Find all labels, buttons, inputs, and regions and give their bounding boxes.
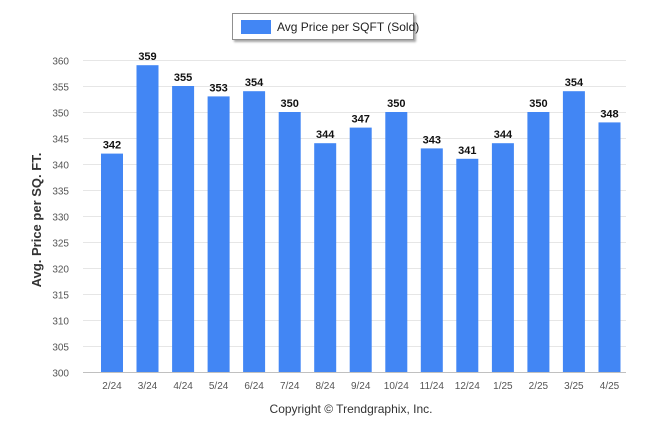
x-tick-label: 8/24	[315, 381, 335, 392]
data-label: 342	[103, 140, 121, 152]
x-tick-label: 10/24	[384, 381, 409, 392]
data-label: 355	[174, 72, 192, 84]
y-tick-label: 350	[52, 109, 69, 120]
bar	[349, 127, 372, 372]
y-tick-label: 360	[52, 57, 69, 68]
x-tick-label: 11/24	[420, 381, 445, 392]
y-tick-label: 325	[52, 239, 69, 250]
data-label: 353	[209, 82, 227, 94]
y-tick-label: 330	[52, 213, 69, 224]
y-tick-label: 300	[52, 369, 69, 380]
x-axis-ticks: 2/24 3/24 4/24 5/24 6/24 7/24 8/24 9/24 10/24 11/…	[102, 381, 619, 392]
x-tick-label: 2/24	[102, 381, 122, 392]
data-label: 344	[494, 129, 513, 141]
bar	[527, 112, 550, 372]
y-tick-label: 335	[52, 187, 69, 198]
data-label: 354	[245, 77, 264, 89]
bar	[101, 153, 123, 372]
x-tick-label: 12/24	[455, 381, 480, 392]
y-axis-title: Avg. Price per SQ. FT.	[29, 153, 44, 288]
data-label: 343	[423, 134, 441, 146]
bars	[101, 65, 621, 373]
legend: Avg Price per SQFT (Sold)	[232, 13, 419, 40]
x-tick-label: 6/24	[244, 381, 264, 392]
data-label: 350	[281, 98, 299, 110]
x-tick-label: 1/25	[493, 381, 513, 392]
data-labels: 342 359 355 353 354 350 344 347 350 343 341 344 350 3…	[103, 51, 619, 157]
copyright-text: Copyright © Trendgraphix, Inc.	[270, 402, 433, 416]
legend-swatch	[241, 19, 271, 34]
x-tick-label: 4/25	[600, 381, 620, 392]
y-tick-label: 355	[52, 83, 69, 94]
x-tick-label: 5/24	[209, 381, 229, 392]
data-label: 350	[529, 98, 547, 110]
data-label: 341	[458, 145, 476, 157]
y-tick-label: 315	[52, 291, 69, 302]
x-tick-label: 3/24	[138, 381, 158, 392]
bar	[136, 65, 159, 372]
bar	[491, 143, 514, 372]
x-tick-label: 2/25	[529, 381, 549, 392]
y-tick-label: 305	[52, 343, 69, 354]
data-label: 347	[352, 114, 370, 126]
bar	[278, 112, 301, 372]
y-axis-ticks: 300 305 310 315 320 325 330 335 340 345 350 355 360	[52, 57, 69, 380]
y-tick-label: 320	[52, 265, 69, 276]
bar	[243, 91, 266, 372]
data-label: 344	[316, 129, 335, 141]
data-label: 350	[387, 98, 405, 110]
data-label: 348	[600, 108, 618, 120]
legend-label: Avg Price per SQFT (Sold)	[277, 19, 420, 34]
bar	[172, 86, 195, 372]
data-label: 359	[138, 51, 156, 63]
bar	[314, 143, 337, 372]
x-tick-label: 3/25	[564, 381, 584, 392]
data-label: 354	[565, 77, 584, 89]
x-tick-label: 9/24	[351, 381, 371, 392]
bar	[207, 96, 230, 373]
x-tick-label: 7/24	[280, 381, 300, 392]
bar	[385, 112, 408, 372]
y-tick-label: 345	[52, 135, 69, 146]
y-tick-label: 310	[52, 317, 69, 328]
bar	[598, 122, 621, 373]
x-tick-label: 4/24	[173, 381, 193, 392]
bar	[420, 148, 443, 372]
bar	[562, 91, 585, 372]
bar	[456, 158, 479, 372]
y-tick-label: 340	[52, 161, 69, 172]
